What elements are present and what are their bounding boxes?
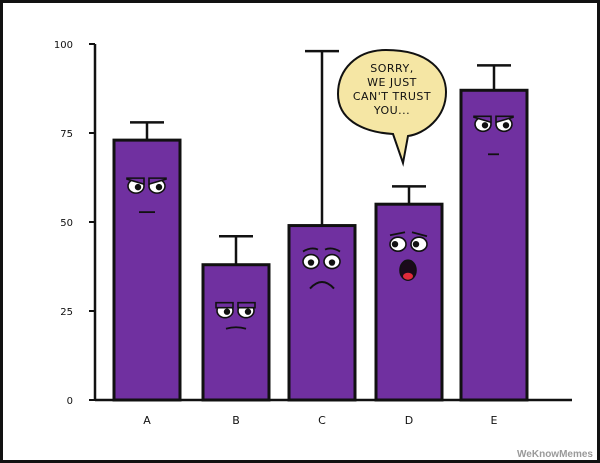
y-tick-label: 0 (67, 396, 73, 407)
pupil (391, 241, 399, 248)
bar (459, 88, 529, 402)
pupil (223, 308, 231, 315)
speech-bubble-line-1: SORRY, (370, 62, 413, 75)
bar (374, 202, 444, 402)
eyelid (126, 177, 145, 186)
x-tick-label: E (491, 414, 498, 427)
pupil (412, 241, 420, 248)
eyebrow (411, 231, 428, 238)
eyelid (215, 301, 234, 309)
bar-face (126, 177, 167, 214)
speech-bubble-line-3: CAN'T TRUST (353, 90, 431, 103)
y-tick-label: 25 (60, 307, 73, 318)
speech-bubble-shape (336, 48, 448, 167)
bar-face (215, 301, 256, 330)
mouth (225, 326, 247, 330)
pupil (307, 259, 315, 266)
bar (112, 138, 182, 402)
x-tick-label: D (405, 414, 413, 427)
x-tick-label: A (143, 414, 151, 427)
x-tick-label: C (318, 414, 326, 427)
bars (112, 88, 529, 402)
speech-bubble: SORRY, WE JUST CAN'T TRUST YOU... (336, 48, 448, 167)
pupil (155, 183, 163, 191)
bar (287, 224, 357, 402)
eyelid (237, 301, 256, 309)
error-bars (130, 49, 511, 265)
eyebrow (302, 247, 319, 253)
y-tick-label: 50 (60, 218, 73, 229)
category-labels: A B C D E (143, 414, 497, 427)
x-tick-label: B (232, 414, 240, 427)
pupil (502, 122, 510, 129)
pupil (244, 308, 252, 315)
bar-face (302, 247, 341, 290)
eyelid (495, 115, 514, 124)
speech-bubble-line-2: WE JUST (367, 76, 417, 89)
y-tick-label: 75 (60, 129, 73, 140)
speech-bubble-line-4: YOU... (373, 104, 410, 117)
bar (201, 263, 271, 402)
eyelid (473, 115, 492, 124)
pupil (481, 122, 489, 129)
watermark: WeKnowMemes (517, 449, 593, 460)
mouth (309, 281, 335, 290)
y-ticks: 0 25 50 75 100 (54, 40, 95, 407)
bar-face (389, 231, 428, 282)
eyebrow (324, 247, 341, 253)
pupil (328, 259, 336, 266)
y-tick-label: 100 (54, 40, 73, 51)
tongue (403, 272, 413, 280)
eyelid (148, 177, 167, 186)
bar-face (473, 115, 514, 156)
pupil (134, 183, 142, 191)
bar-faces (126, 115, 514, 330)
eyebrow (389, 231, 406, 237)
